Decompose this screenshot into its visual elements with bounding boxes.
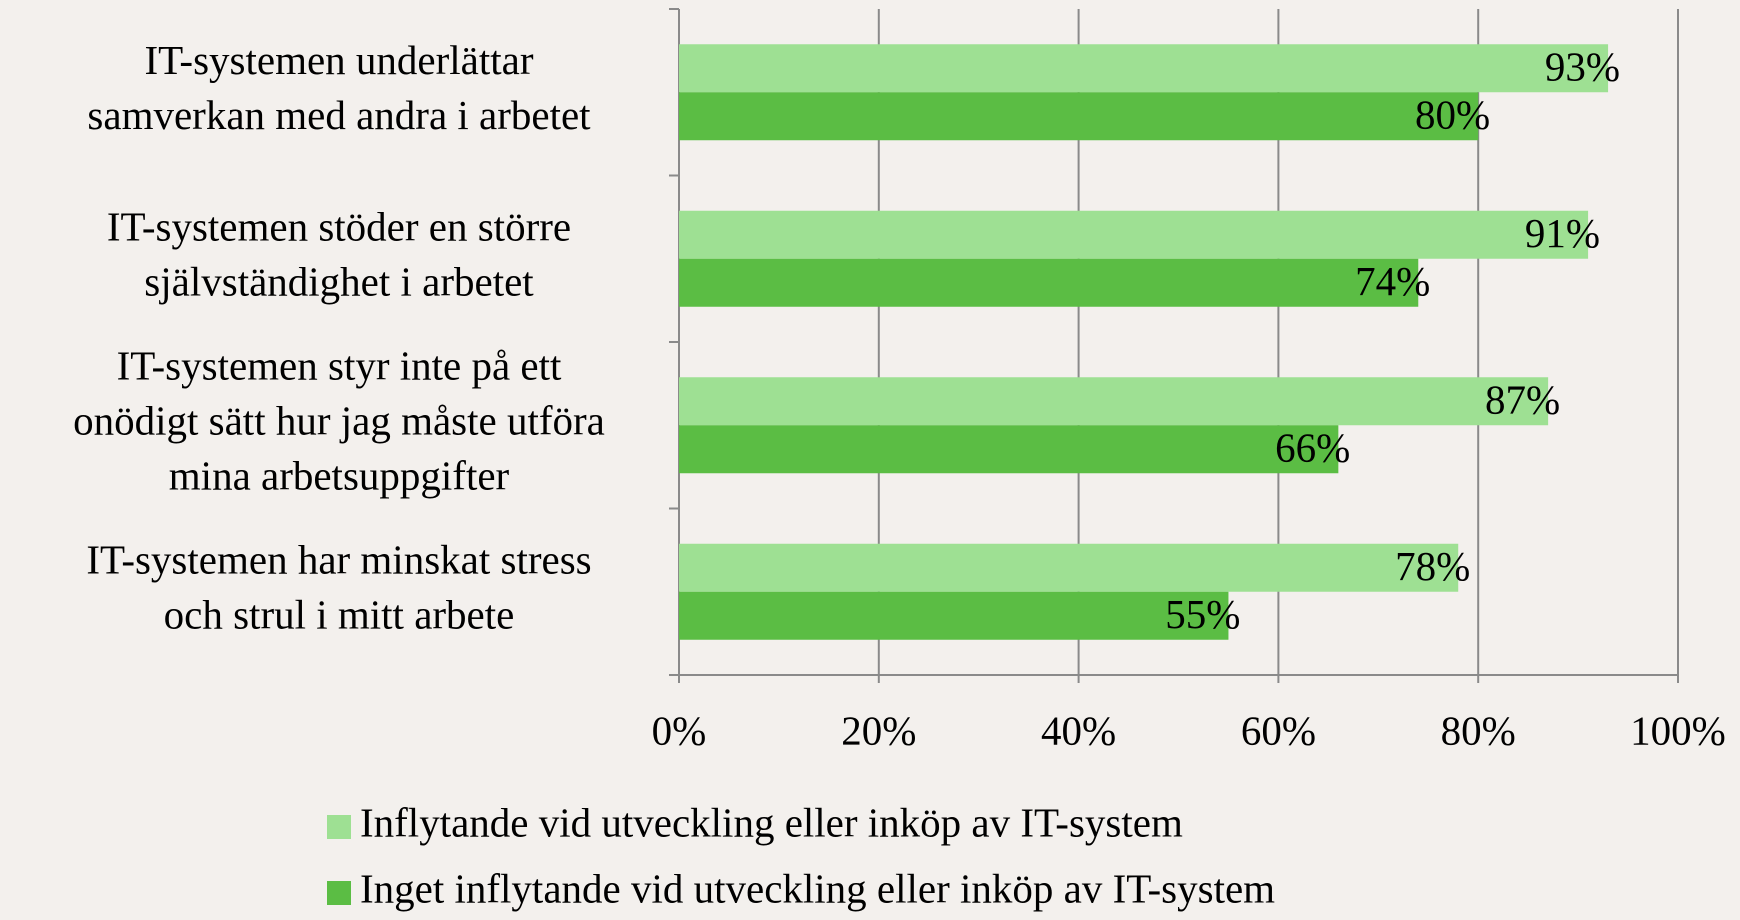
bar	[679, 210, 1589, 259]
x-tick-label: 60%	[1241, 707, 1316, 753]
x-tick-label: 40%	[1041, 707, 1116, 753]
legend-swatch	[327, 881, 351, 905]
value-label: 91%	[1525, 210, 1600, 256]
bar	[679, 543, 1459, 592]
category-label: IT-systemen har minskat stress och strul …	[86, 537, 591, 638]
bar	[679, 44, 1609, 93]
category-label: IT-systemen underlättar samverkan med and…	[87, 37, 591, 138]
legend-label: Inflytande vid utveckling eller inköp av…	[360, 799, 1183, 845]
legend-label: Inget inflytande vid utveckling eller in…	[360, 865, 1275, 911]
value-label: 78%	[1395, 543, 1470, 589]
x-tick-label: 80%	[1441, 707, 1516, 753]
value-label: 80%	[1415, 92, 1490, 138]
value-label: 55%	[1165, 591, 1240, 637]
legend-swatch	[327, 815, 351, 839]
category-label: IT-systemen stöder en större självständig…	[107, 204, 571, 305]
value-label: 66%	[1275, 425, 1350, 471]
bar	[679, 258, 1419, 307]
bar	[679, 377, 1549, 426]
x-tick-label: 20%	[841, 707, 916, 753]
value-label: 93%	[1545, 44, 1620, 90]
value-label: 87%	[1485, 377, 1560, 423]
bar	[679, 92, 1479, 141]
bar	[679, 425, 1339, 474]
x-tick-label: 0%	[652, 707, 707, 753]
category-label: IT-systemen styr inte på ett onödigt sätt…	[73, 343, 605, 499]
x-tick-label: 100%	[1630, 707, 1726, 753]
value-label: 74%	[1355, 258, 1430, 304]
bar	[679, 591, 1229, 640]
